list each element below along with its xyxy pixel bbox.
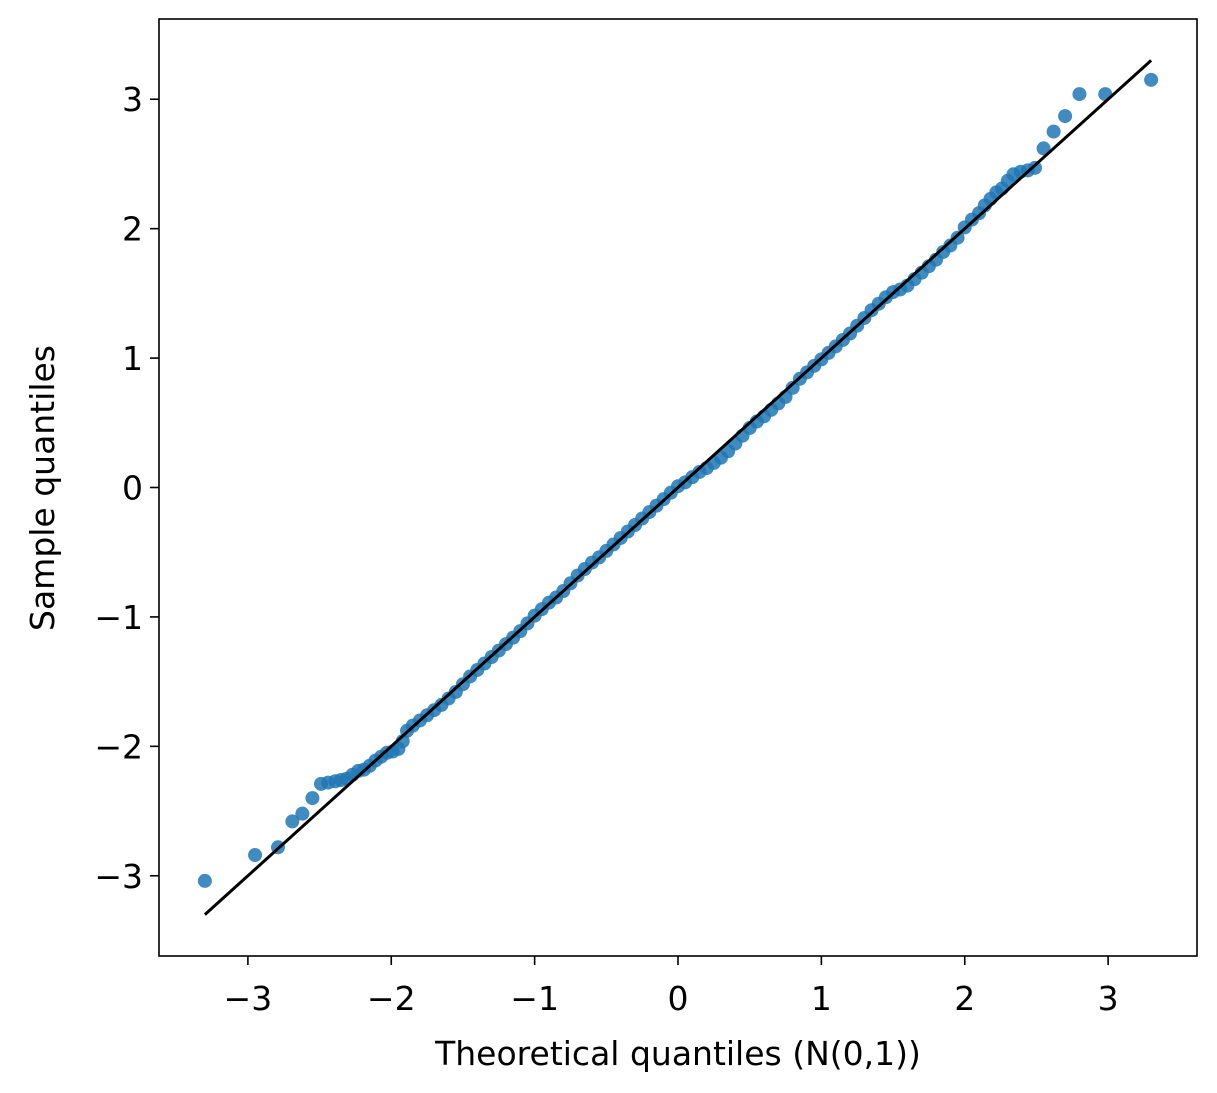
data-point bbox=[305, 791, 320, 806]
x-tick-label: 0 bbox=[668, 979, 689, 1018]
x-tick-label: −3 bbox=[224, 979, 273, 1018]
x-axis-label: Theoretical quantiles (N(0,1)) bbox=[434, 1034, 921, 1073]
reference-line bbox=[203, 59, 1153, 916]
data-point bbox=[1036, 141, 1051, 156]
y-tick-label: 3 bbox=[122, 80, 143, 119]
data-point bbox=[248, 848, 263, 863]
data-point bbox=[1144, 72, 1159, 87]
data-point bbox=[1046, 124, 1061, 139]
y-axis-ticks: −3 −2 −1 0 1 2 3 bbox=[94, 80, 159, 896]
data-point bbox=[1058, 109, 1073, 124]
data-point bbox=[950, 230, 965, 245]
x-tick-label: −1 bbox=[510, 979, 559, 1018]
y-tick-label: −3 bbox=[94, 857, 143, 896]
y-axis-label: Sample quantiles bbox=[23, 345, 62, 631]
y-tick-label: 2 bbox=[122, 210, 143, 249]
y-tick-label: 1 bbox=[122, 339, 143, 378]
y-tick-label: −1 bbox=[94, 598, 143, 637]
x-axis-ticks: −3 −2 −1 0 1 2 3 bbox=[224, 956, 1119, 1018]
x-tick-label: 1 bbox=[811, 979, 832, 1018]
data-point bbox=[285, 814, 300, 829]
data-point bbox=[295, 806, 310, 821]
x-tick-label: −2 bbox=[367, 979, 416, 1018]
data-point bbox=[1072, 87, 1087, 102]
plot-frame bbox=[158, 18, 1198, 957]
y-tick-label: 0 bbox=[122, 469, 143, 508]
data-point bbox=[1027, 160, 1042, 175]
y-tick-label: −2 bbox=[94, 727, 143, 766]
data-point bbox=[197, 873, 212, 888]
x-tick-label: 2 bbox=[954, 979, 975, 1018]
x-tick-label: 3 bbox=[1098, 979, 1119, 1018]
